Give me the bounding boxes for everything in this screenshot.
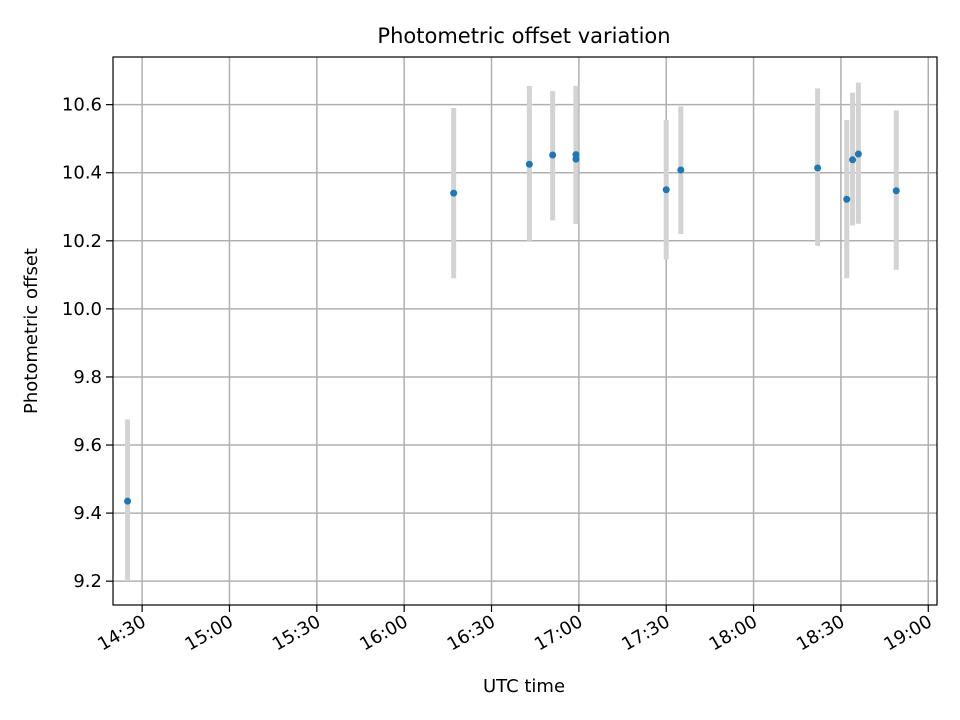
x-tick-label: 16:00 — [356, 611, 411, 655]
y-tick-label: 10.4 — [62, 163, 102, 184]
y-axis-ticks: 9.2 9.4 9.6 9.8 10.0 10.2 10.4 10.6 — [62, 95, 113, 592]
grid-lines — [113, 57, 937, 605]
x-tick-label: 15:00 — [182, 611, 237, 655]
plot-frame — [112, 56, 938, 606]
x-tick-label: 19:00 — [880, 611, 935, 655]
data-point — [677, 166, 685, 174]
y-tick-label: 9.8 — [73, 367, 102, 388]
x-tick-label: 15:30 — [269, 611, 324, 655]
data-point — [572, 151, 580, 159]
y-axis-title: Photometric offset — [21, 248, 42, 414]
data-point — [662, 186, 670, 194]
y-tick-label: 9.2 — [73, 571, 102, 592]
data-point — [450, 189, 458, 197]
x-tick-label: 17:00 — [531, 611, 586, 655]
x-tick-label: 14:30 — [94, 611, 149, 655]
data-point — [814, 164, 822, 172]
data-point — [124, 497, 132, 505]
y-tick-label: 10.0 — [62, 299, 102, 320]
data-point — [843, 195, 851, 203]
error-bars — [125, 82, 899, 582]
x-axis-title: UTC time — [483, 676, 565, 697]
y-tick-label: 10.6 — [62, 95, 102, 116]
y-tick-label: 9.4 — [73, 503, 102, 524]
y-tick-label: 10.2 — [62, 231, 102, 252]
data-point — [849, 156, 857, 164]
x-tick-label: 18:00 — [706, 611, 761, 655]
x-tick-label: 16:30 — [444, 611, 499, 655]
x-axis-ticks: 14:30 15:00 15:30 16:00 16:30 17:00 17:30 18:00… — [94, 605, 936, 655]
x-tick-label: 18:30 — [793, 611, 848, 655]
data-point — [892, 187, 900, 195]
data-point — [525, 160, 533, 168]
data-points — [124, 150, 900, 505]
data-point — [549, 151, 557, 159]
data-point — [854, 150, 862, 158]
chart-title: Photometric offset variation — [377, 24, 670, 48]
y-tick-label: 9.6 — [73, 435, 102, 456]
x-tick-label: 17:30 — [618, 611, 673, 655]
